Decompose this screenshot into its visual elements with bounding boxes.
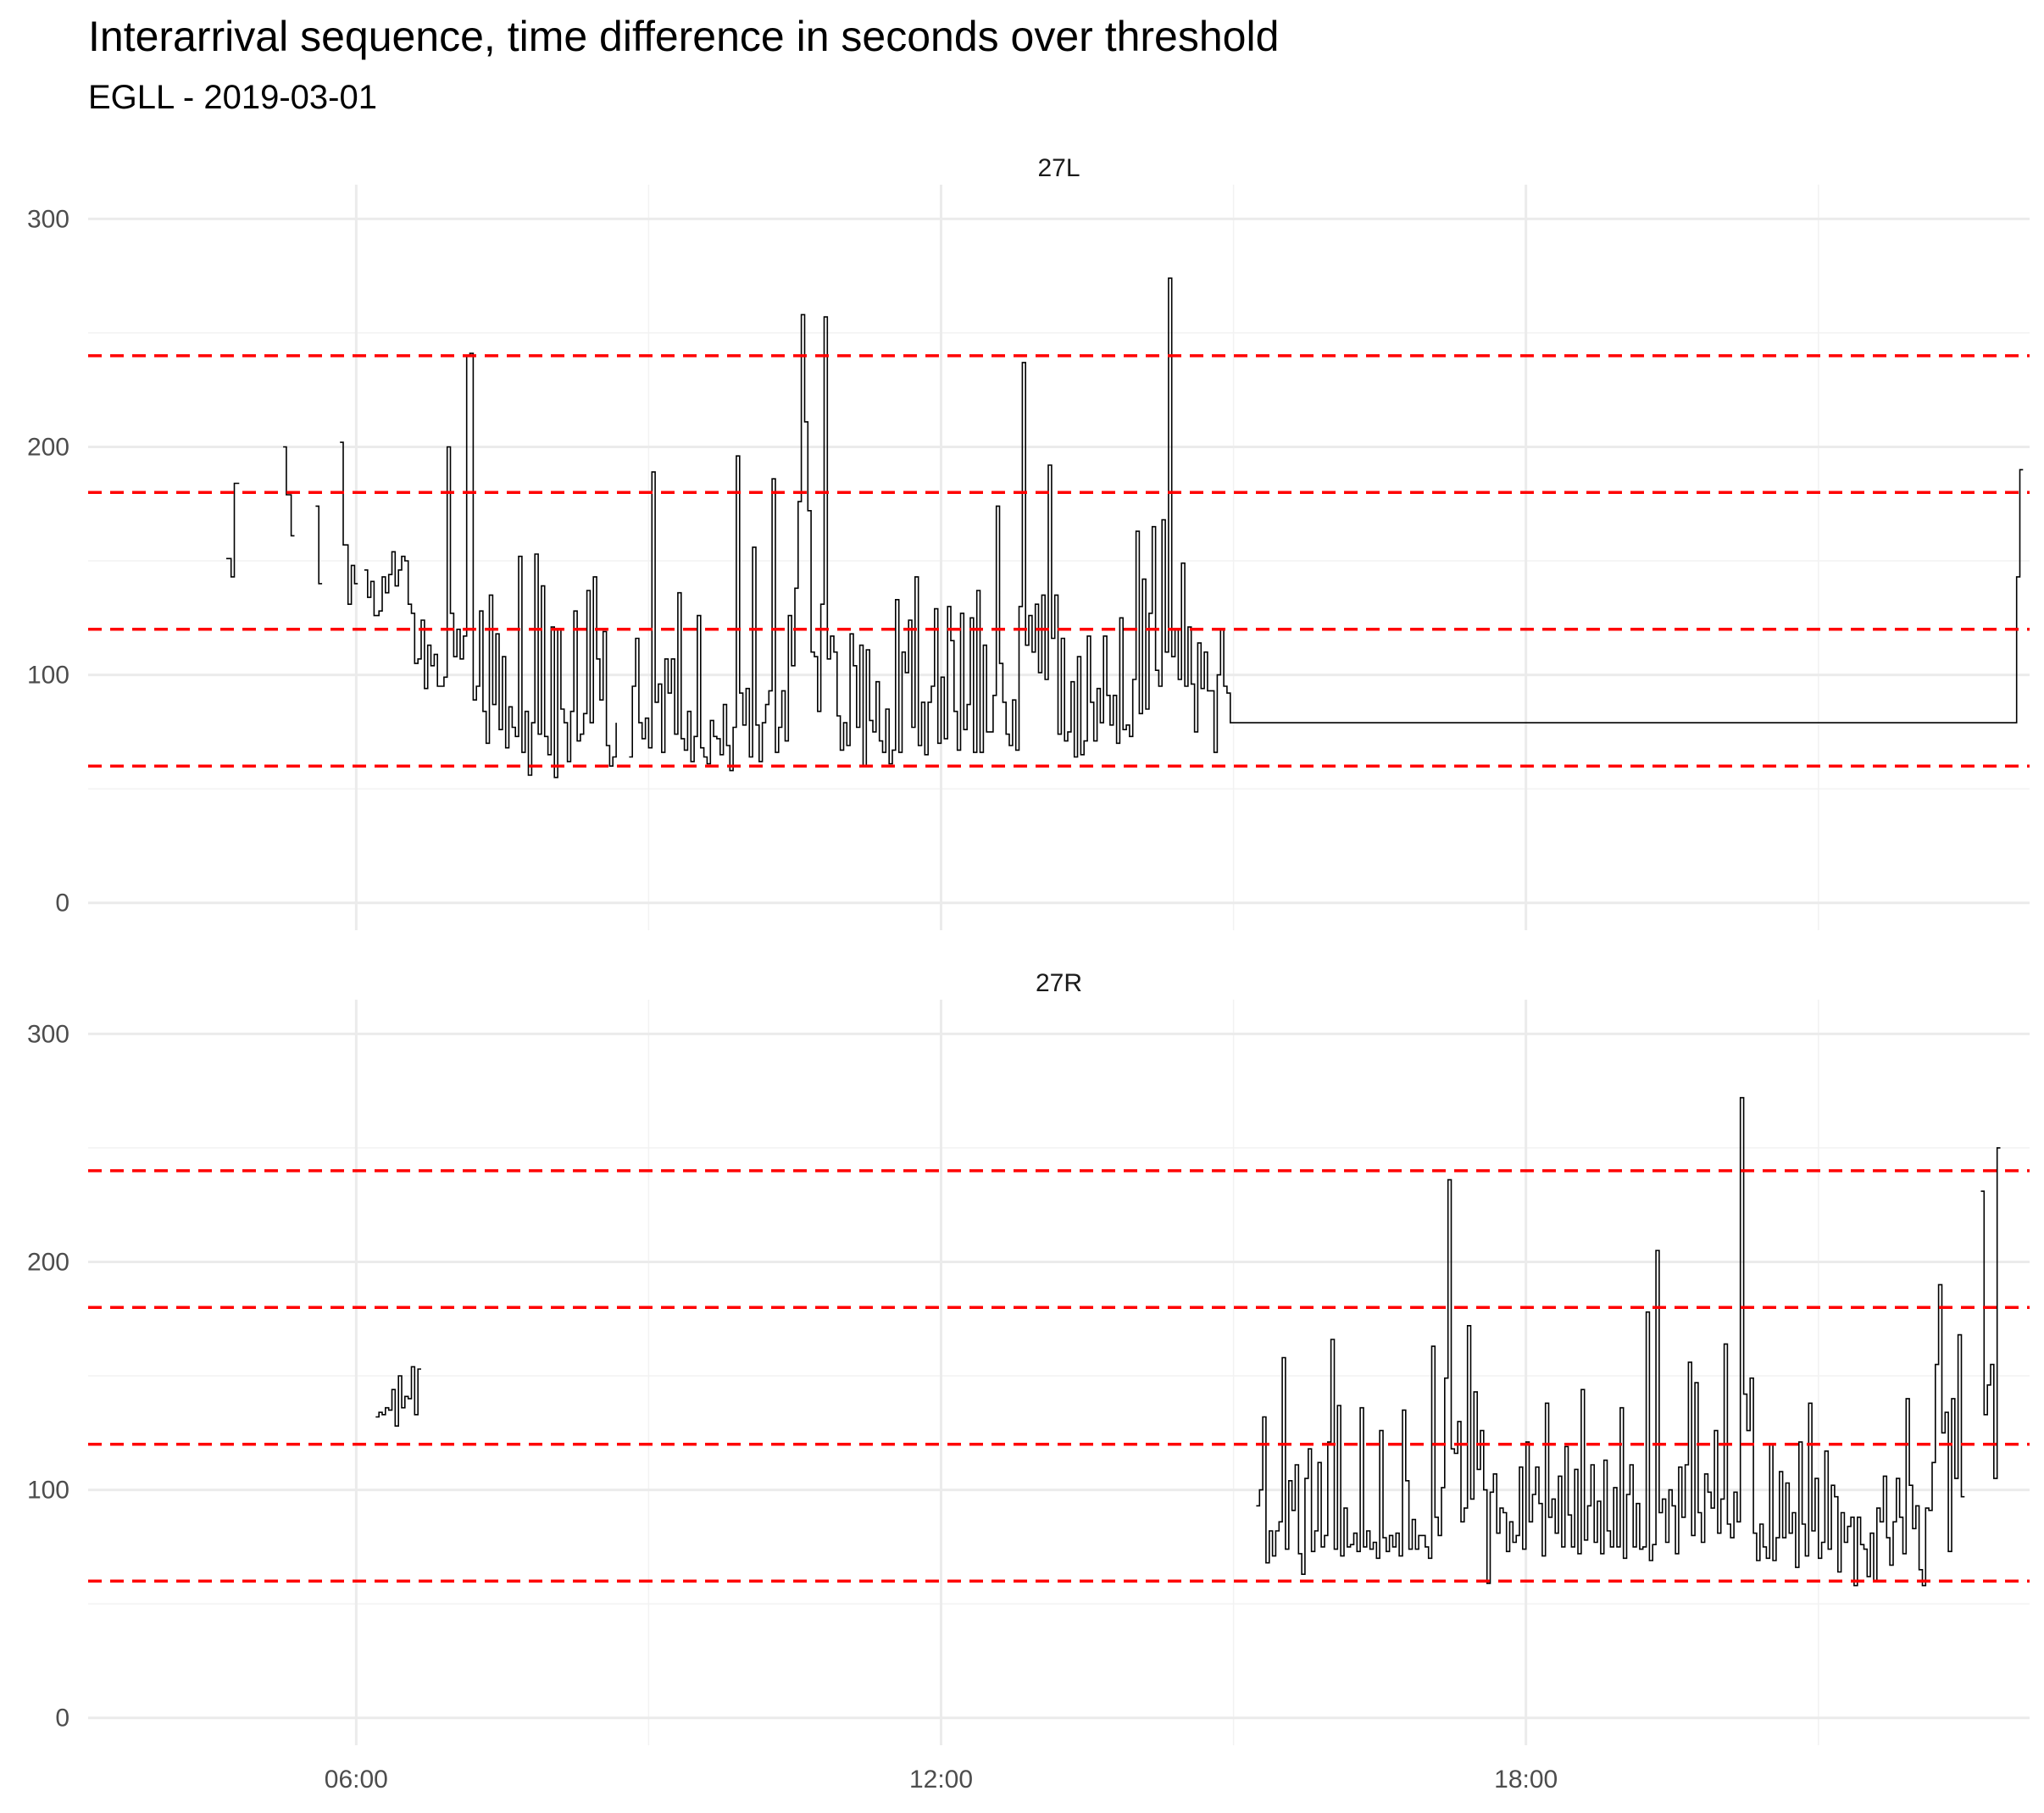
y-tick-label: 300 (27, 1020, 69, 1048)
panel-strip-label: 27L (1037, 154, 1080, 182)
y-tick-label: 100 (27, 1477, 69, 1505)
y-tick-label: 0 (55, 1705, 69, 1733)
series-step-line (629, 277, 2024, 772)
y-tick-label: 200 (27, 1248, 69, 1276)
panel-27R: 27R 0 100 200 300 (27, 969, 2030, 1745)
panels: 27L 0 100 200 300 27R 0 100 200 300 06:00 12:00 18:0… (27, 154, 2030, 1794)
series-step-line (283, 446, 295, 537)
y-tick-label: 300 (27, 205, 69, 233)
series-step-line (375, 1366, 421, 1427)
x-tick-label: 12:00 (909, 1766, 973, 1794)
series-step-line (1256, 1096, 1965, 1587)
x-tick-label: 18:00 (1494, 1766, 1558, 1794)
series-step-line (226, 482, 240, 578)
y-tick-label: 0 (55, 890, 69, 918)
chart-subtitle: EGLL - 2019-03-01 (88, 79, 377, 116)
x-tick-label: 06:00 (325, 1766, 388, 1794)
panel-27L: 27L 0 100 200 300 (27, 154, 2030, 930)
chart-title: Interarrival sequence, time difference i… (88, 13, 1279, 60)
y-tick-label: 100 (27, 662, 69, 690)
series-step-line (1980, 1147, 2001, 1479)
series-step-line (364, 352, 617, 779)
y-tick-label: 200 (27, 433, 69, 461)
series-step-line (315, 505, 323, 585)
panel-strip-label: 27R (1036, 969, 1082, 997)
